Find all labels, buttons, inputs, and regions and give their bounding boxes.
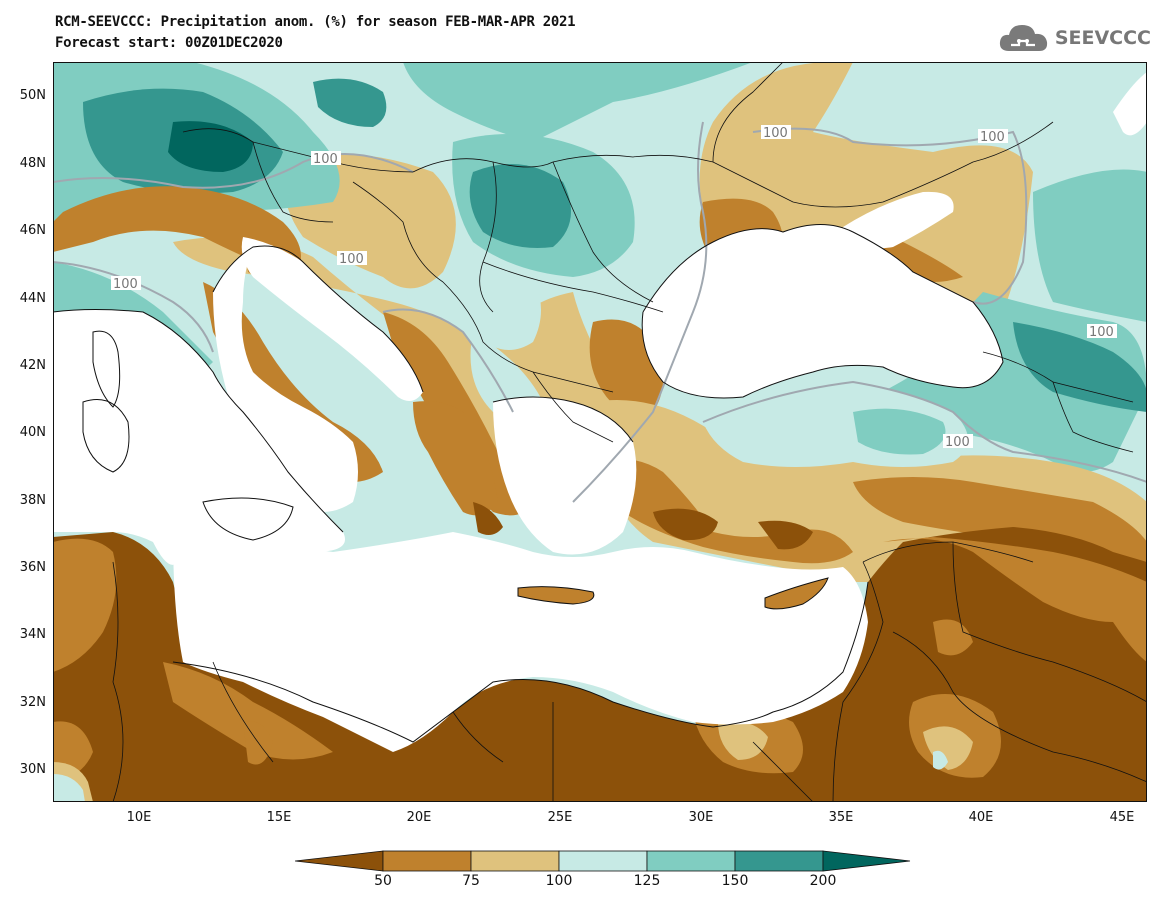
region-lt50	[473, 502, 503, 536]
region-75-100	[923, 726, 973, 770]
contour-label: 100	[1089, 325, 1114, 340]
region-50-75	[883, 537, 1147, 662]
contour-100	[53, 153, 414, 189]
sea-eastern-mediterranean	[173, 532, 868, 752]
region-50-75	[53, 186, 301, 277]
contour-label: 100	[313, 152, 338, 167]
colorbar-segment	[382, 850, 472, 872]
region-gt200	[168, 121, 253, 172]
contour-label: 100	[980, 130, 1005, 145]
colorbar-label: 100	[545, 873, 573, 889]
lat-label: 44N	[19, 291, 46, 306]
lon-label: 30E	[688, 810, 714, 825]
colorbar	[295, 850, 911, 872]
seevccc-logo: SEEVCCC	[997, 18, 1151, 58]
lat-label: 48N	[19, 156, 46, 171]
region-75-100	[718, 721, 768, 760]
region-75-100	[173, 62, 1033, 502]
colorbar-segment	[295, 850, 384, 872]
lat-label: 40N	[19, 425, 46, 440]
contour-labels: 100 100 100 100 100 100 100	[111, 125, 1117, 450]
colorbar-label: 150	[721, 873, 749, 889]
contour-100	[572, 121, 708, 503]
colorbar-segment	[470, 850, 560, 872]
region-100-125	[470, 332, 543, 416]
sea-aegean	[493, 397, 637, 555]
region-lt50	[653, 508, 718, 541]
region-150-200	[469, 164, 571, 248]
lat-label: 32N	[19, 695, 46, 710]
region-125-150	[403, 62, 753, 142]
island-cyprus	[765, 578, 828, 609]
lon-label: 35E	[828, 810, 854, 825]
region-50-75	[53, 538, 117, 672]
contour-label: 100	[945, 435, 970, 450]
region-150-200	[313, 78, 387, 127]
region-100-125	[933, 750, 948, 770]
region-50-75	[933, 619, 973, 656]
logo-text: SEEVCCC	[1054, 27, 1151, 49]
lon-label: 45E	[1109, 810, 1135, 825]
colorbar-segment	[734, 850, 824, 872]
region-lt50	[758, 520, 813, 550]
region-100-125	[53, 774, 85, 802]
region-lt50	[53, 527, 1147, 802]
sea-black-sea	[642, 224, 1003, 398]
lon-label: 40E	[968, 810, 994, 825]
colorbar-segment	[822, 850, 911, 872]
lat-label: 38N	[19, 493, 46, 508]
lat-label: 46N	[19, 223, 46, 238]
colorbar-segment	[646, 850, 736, 872]
region-50-75	[163, 662, 333, 760]
lon-label: 20E	[406, 810, 432, 825]
lat-label: 34N	[19, 627, 46, 642]
region-125-150	[853, 408, 946, 455]
region-150-200	[1013, 322, 1147, 412]
sea-tyrrhenian	[213, 247, 358, 512]
colorbar-label: 75	[462, 873, 480, 889]
lon-label: 15E	[266, 810, 292, 825]
region-125-150	[1033, 169, 1147, 322]
sea-azov	[843, 191, 954, 249]
cloud-icon	[999, 25, 1047, 51]
lon-label: 25E	[547, 810, 573, 825]
contour-label: 100	[763, 126, 788, 141]
sea-caspian	[1113, 72, 1147, 136]
colorbar-label: 200	[809, 873, 837, 889]
lat-label: 42N	[19, 358, 46, 373]
title-line-1: RCM-SEEVCCC: Precipitation anom. (%) for…	[55, 14, 576, 30]
title-line-2: Forecast start: 00Z01DEC2020	[55, 35, 283, 51]
colorbar-label: 125	[633, 873, 661, 889]
contour-100	[53, 261, 214, 353]
contour-100	[382, 308, 514, 413]
region-50-75	[413, 401, 498, 516]
coastlines	[53, 224, 1004, 743]
colorbar-segment	[558, 850, 648, 872]
region-100-125	[452, 252, 541, 350]
country-borders	[112, 62, 1147, 802]
contour-label: 100	[113, 277, 138, 292]
contour-label: 100	[339, 252, 364, 267]
sea-adriatic	[241, 237, 423, 401]
precipitation-anomaly-map: 100 100 100 100 100 100 100	[53, 62, 1147, 802]
lat-label: 36N	[19, 560, 46, 575]
contour-100	[702, 380, 1147, 483]
colorbar-label: 50	[374, 873, 392, 889]
lat-label: 30N	[19, 762, 46, 777]
lat-label: 50N	[19, 88, 46, 103]
lon-label: 10E	[126, 810, 152, 825]
